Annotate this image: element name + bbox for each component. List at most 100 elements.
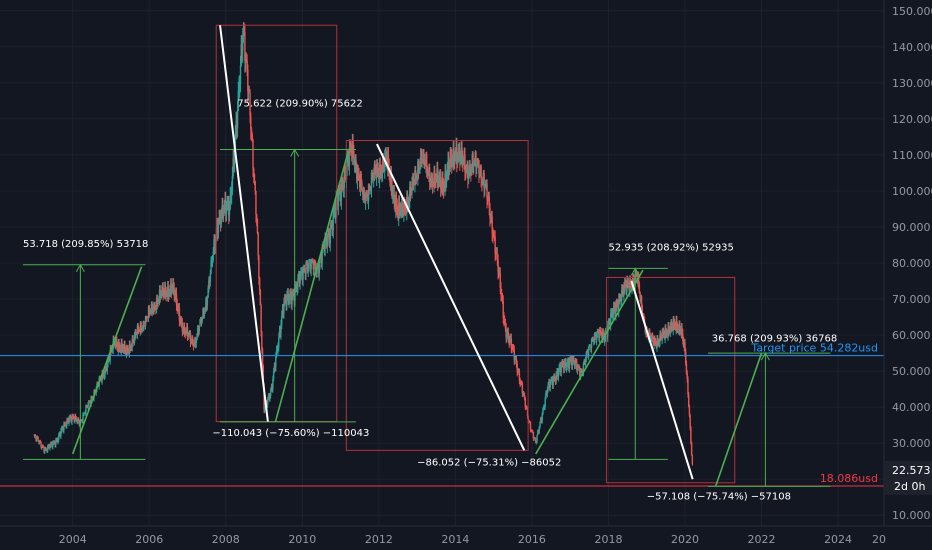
candle-body [336,198,339,207]
candle-body [632,277,634,285]
candle-body [635,273,638,276]
candle-body [614,308,616,315]
candle-body [145,316,148,317]
candle-body [442,186,445,192]
candle-body [376,164,379,168]
candle-body [216,224,219,233]
candle-body [543,406,546,408]
candle-body [407,203,409,205]
candle-body [650,336,652,340]
candle-body [162,287,164,295]
candle-body [59,434,61,437]
candle-body [345,174,347,180]
candle-body [573,363,576,365]
candle-body [103,374,106,378]
time-tick-label: 20 [872,533,886,546]
candle-body [626,281,629,283]
candle-body [101,372,103,381]
candle-body [169,284,172,292]
candle-body [453,160,456,162]
candle-body [381,160,384,172]
candle-body [184,331,187,334]
candle-body [497,260,499,273]
candle-body [90,396,92,404]
price-tick-label: 130.000 [892,77,932,90]
candle-body [433,171,435,187]
candle-body [385,155,387,161]
time-tick-label: 2004 [59,533,87,546]
candle-body [175,293,178,305]
candle-body [616,304,618,307]
candle-body [334,212,336,217]
candle-body [478,160,480,174]
candle-body [299,275,301,283]
candle-body [45,449,47,451]
candle-body [623,284,626,289]
candle-body [266,402,268,405]
candle-body [258,277,261,291]
candle-body [165,292,167,297]
drop-label: −57.108 (−75.74%) −57108 [647,492,791,503]
candle-body [363,188,365,195]
candle-body [278,337,280,348]
candle-body [166,287,169,297]
candle-body [166,296,168,298]
candle-body [35,436,38,440]
candle-body [420,149,422,160]
candle-body [297,278,299,288]
candle-body [451,158,453,166]
candle-body [233,149,236,164]
candle-body [303,267,305,270]
candle-body [468,164,471,176]
candle-body [403,204,405,216]
candle-body [478,173,481,175]
candle-body [177,308,180,312]
candle-body [281,309,284,317]
candle-body [236,110,239,129]
candle-body [189,333,192,342]
candle-body [65,425,67,427]
candle-body [373,171,375,181]
candle-body [300,270,303,272]
candle-body [113,344,116,346]
candle-body [622,291,624,296]
price-axis[interactable]: 10.00020.00030.00040.00050.00060.00070.0… [892,5,932,522]
candle-body [615,306,617,315]
candle-body [431,178,434,187]
candle-body [611,313,613,318]
candle-body [177,309,179,312]
candle-body [368,184,370,187]
candle-body [89,400,92,404]
candle-body [52,442,54,447]
candle-body [301,270,304,280]
candle-body [53,442,56,444]
candle-body [476,158,479,165]
candle-body [191,337,193,342]
candle-body [216,224,218,234]
downtrend-line [376,143,526,451]
time-axis[interactable]: 2004 2006 2008 2010 2012 2014 2016 2018 2020 2022… [59,533,886,546]
candle-body [188,334,190,337]
candle-body [402,211,404,216]
bar-countdown: 2d 0h [894,480,925,493]
candle-body [190,341,192,343]
candle-body [250,129,253,135]
candle-body [623,288,625,296]
candle-body [624,284,627,286]
candle-body [143,321,145,326]
candle-body [505,328,507,338]
candle-body [356,169,359,181]
time-tick-label: 2010 [288,533,316,546]
candle-body [218,216,220,225]
candle-body [275,356,277,368]
candle-body [398,203,401,211]
candle-body [342,186,344,191]
candle-body [272,371,275,380]
candle-body [654,340,657,345]
candle-body [234,134,237,150]
candle-body [567,361,569,364]
candle-body [577,366,579,368]
candle-body [269,390,272,396]
candle-body [271,386,273,389]
candle-body [349,147,351,149]
